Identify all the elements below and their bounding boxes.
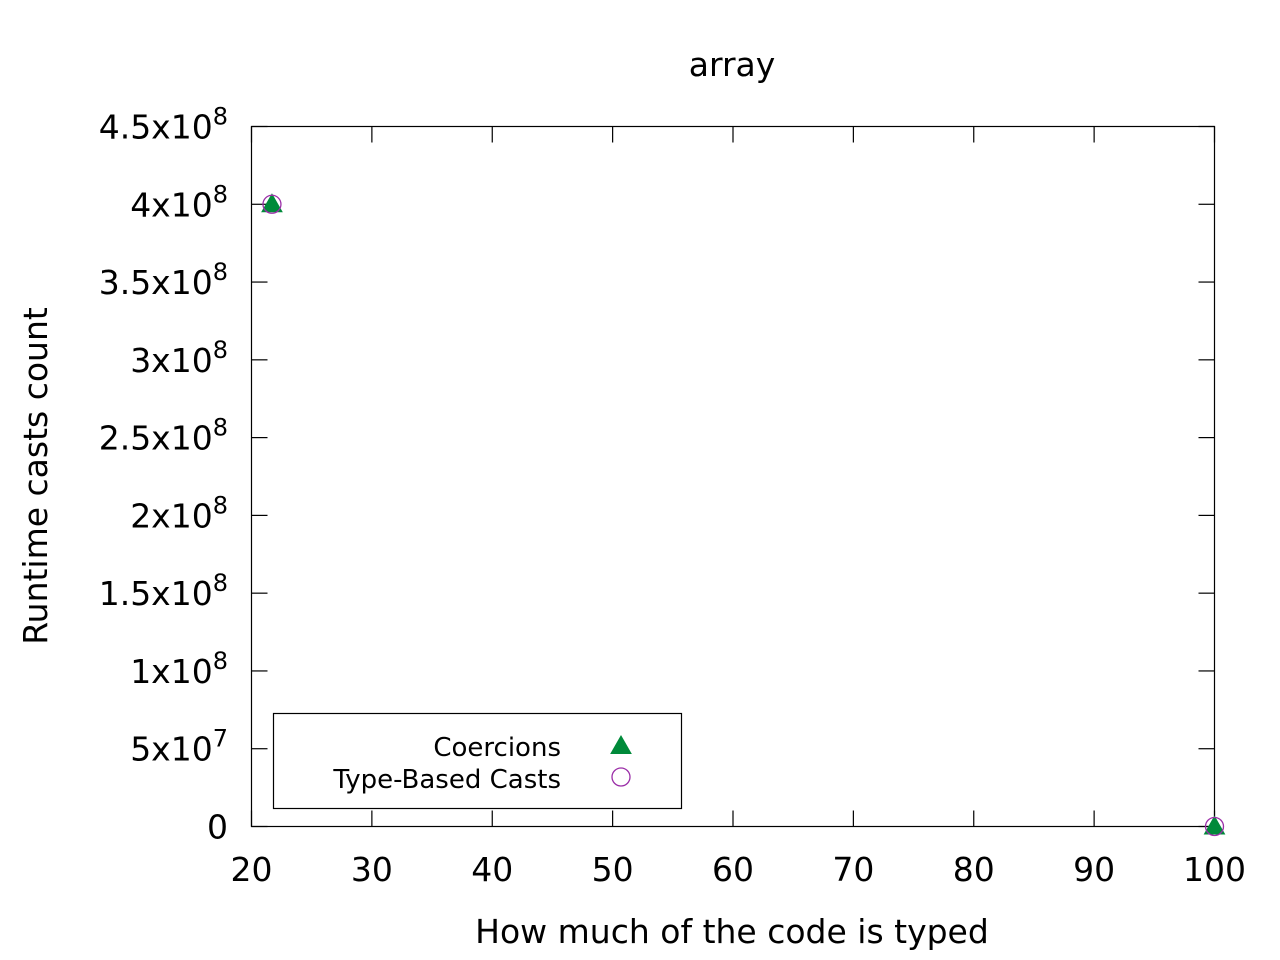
axis-ticks: 20 30 40 50 60 70 80 90 100 0 5x107 1x108 1.5x108 2x1… — [99, 103, 1246, 890]
x-tick-label: 30 — [351, 850, 393, 889]
x-tick-label: 20 — [231, 850, 273, 889]
legend-box — [272, 712, 683, 810]
y-tick-label: 3.5x108 — [99, 258, 228, 302]
coercions-point — [1203, 815, 1226, 835]
x-tick-label: 100 — [1183, 850, 1246, 889]
x-tick-label: 60 — [712, 850, 754, 889]
type-based-casts-point — [262, 194, 282, 214]
x-tick-label: 80 — [953, 850, 995, 889]
y-tick-label: 2.5x108 — [99, 414, 228, 458]
type-based-casts-point — [1204, 816, 1225, 837]
legend-marker-coercions — [610, 734, 632, 754]
y-tick-label: 4x108 — [130, 180, 228, 224]
y-tick-label: 0 — [207, 808, 228, 847]
x-tick-label: 70 — [832, 850, 874, 889]
x-tick-label: 40 — [471, 850, 513, 889]
legend: Coercions Type-Based Casts — [272, 712, 683, 810]
y-tick-label: 1.5x108 — [99, 569, 228, 613]
x-tick-label: 50 — [592, 850, 634, 889]
chart-title: array — [689, 45, 776, 84]
x-tick-label: 90 — [1073, 850, 1115, 889]
legend-label-type-based-casts: Type-Based Casts — [332, 765, 561, 795]
y-tick-label: 1x108 — [130, 647, 228, 691]
y-tick-label: 4.5x108 — [99, 103, 228, 147]
data-points — [261, 193, 1226, 837]
legend-marker-type-based-casts — [611, 767, 631, 787]
y-tick-label: 3x108 — [130, 336, 228, 380]
legend-label-coercions: Coercions — [433, 733, 561, 763]
y-tick-label: 5x107 — [130, 725, 228, 769]
y-tick-label: 2x108 — [130, 491, 228, 535]
x-axis-label: How much of the code is typed — [475, 912, 989, 951]
y-axis-label: Runtime casts count — [16, 307, 55, 645]
coercions-point — [261, 193, 283, 213]
